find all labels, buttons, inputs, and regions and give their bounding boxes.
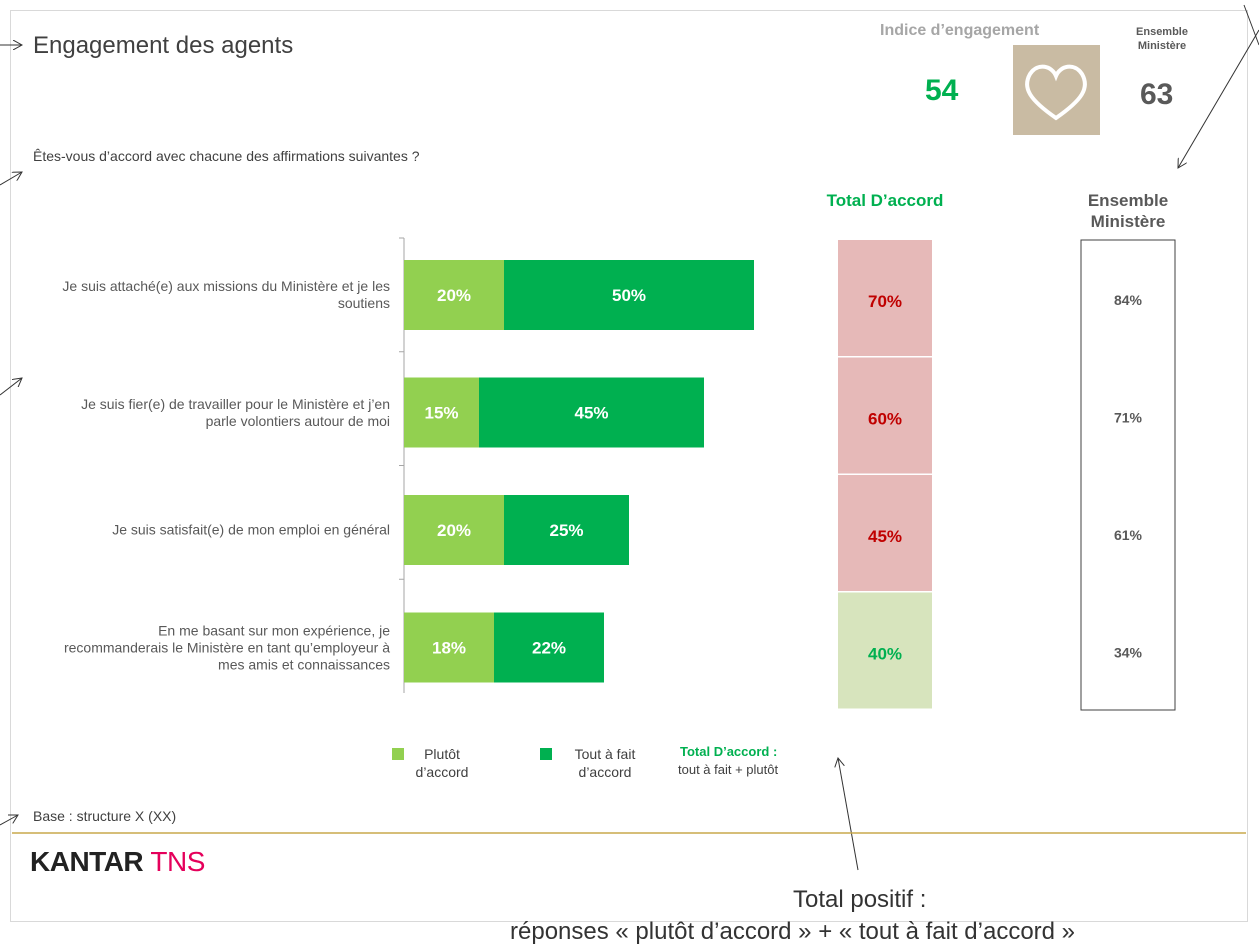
bar xyxy=(494,612,604,683)
total-label: 70% xyxy=(868,292,902,311)
total-cell xyxy=(838,475,932,591)
ensemble-box xyxy=(1080,239,1176,711)
legend-label: Tout à fait d’accord xyxy=(574,746,636,780)
bar-label: 50% xyxy=(612,286,646,305)
total-label: 45% xyxy=(868,527,902,546)
ensemble-label: 84% xyxy=(1114,292,1143,308)
index-label: Indice d’engagement xyxy=(880,22,1040,39)
ensemble-label: 34% xyxy=(1114,645,1143,661)
logo: KANTAR TNS xyxy=(30,846,205,878)
bar xyxy=(404,260,504,330)
annotation-title: Total positif : xyxy=(793,886,927,913)
slide-frame xyxy=(10,10,1248,922)
ensemble-label: 61% xyxy=(1114,527,1143,543)
legend-swatch xyxy=(392,748,404,760)
category-label: Je suis satisfait(e) de mon emploi en gé… xyxy=(112,521,390,538)
total-label: 60% xyxy=(868,410,902,429)
arrows xyxy=(0,4,1259,871)
bar-label: 20% xyxy=(437,521,471,540)
question: Êtes-vous d’accord avec chacune des affi… xyxy=(33,148,420,164)
category-label: Je suis attaché(e) aux missions du Minis… xyxy=(62,278,390,311)
bar-label: 15% xyxy=(424,404,458,423)
ensemble-label: Ensemble Ministère xyxy=(1136,26,1188,52)
category-label: Je suis fier(e) de travailler pour le Mi… xyxy=(81,395,390,429)
logo-part: TNS xyxy=(150,846,205,877)
legend-note-text: tout à fait + plutôt xyxy=(678,762,779,777)
heart-icon xyxy=(1025,64,1087,121)
bar xyxy=(504,495,629,565)
ensemble-label: 71% xyxy=(1114,410,1143,426)
ensemble-value: 63 xyxy=(1140,78,1174,111)
total-cell xyxy=(838,357,932,474)
bar-label: 25% xyxy=(549,521,583,540)
total-label: 40% xyxy=(868,645,902,664)
bar-label: 22% xyxy=(532,639,566,658)
bar-label: 45% xyxy=(574,404,608,423)
bar xyxy=(479,377,704,448)
bar xyxy=(404,495,504,565)
ensemble-title: Ensemble Ministère xyxy=(1087,191,1169,231)
total-cell xyxy=(838,592,932,709)
total-cell xyxy=(838,240,932,356)
legend-label: Plutôt d’accord xyxy=(415,746,469,780)
legend-swatch xyxy=(540,748,552,760)
bar xyxy=(404,612,494,683)
bar xyxy=(404,377,479,448)
logo-part: KANTAR xyxy=(30,846,144,877)
category-label: En me basant sur mon expérience, je reco… xyxy=(63,622,390,672)
totals-title: Total D’accord xyxy=(826,191,944,210)
legend-note-title: Total D’accord : xyxy=(680,744,778,759)
title: Engagement des agents xyxy=(33,32,294,59)
annotation-text: réponses « plutôt d’accord » + « tout à … xyxy=(510,918,1076,945)
bar-label: 20% xyxy=(437,286,471,305)
bar-label: 18% xyxy=(432,639,466,658)
index-value: 54 xyxy=(925,74,959,107)
bar xyxy=(504,260,754,330)
base: Base : structure X (XX) xyxy=(33,808,177,824)
